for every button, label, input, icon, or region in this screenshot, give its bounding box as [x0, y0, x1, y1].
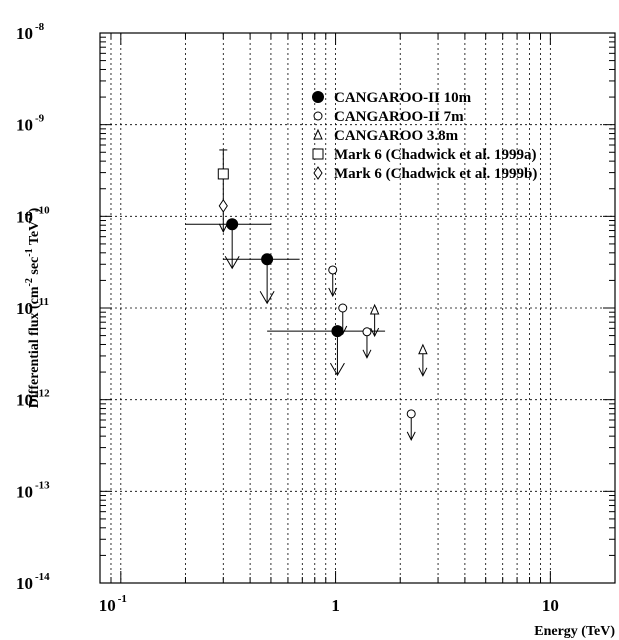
legend-label: CANGAROO-II 7m — [334, 109, 464, 125]
upper-limit-arrowhead — [338, 325, 348, 336]
data-point — [338, 303, 348, 336]
upper-limit-arrowhead — [259, 291, 275, 305]
filled-circle-marker — [331, 325, 344, 338]
legend-label: CANGAROO 3.8m — [334, 128, 459, 144]
legend-entry: Mark 6 (Chadwick et al. 1999b) — [313, 166, 537, 182]
open-circle-marker — [328, 265, 338, 275]
upper-limit-arrowhead — [329, 362, 345, 377]
y-tick-label: 10 -8 — [16, 21, 45, 43]
legend-entry: CANGAROO 3.8m — [313, 128, 459, 144]
upper-limit-arrowhead — [224, 255, 240, 270]
filled-circle-marker — [226, 218, 239, 231]
upper-limit-arrowhead — [406, 431, 416, 441]
legend-entry: CANGAROO-II 10m — [312, 90, 472, 106]
data-point — [217, 149, 229, 203]
filled-circle-marker — [261, 253, 274, 266]
y-tick-label: 10 -13 — [16, 479, 50, 501]
legend-label: Mark 6 (Chadwick et al. 1999a) — [334, 147, 537, 163]
legend: CANGAROO-II 10m CANGAROO-II 7m CANGAROO 3.… — [312, 90, 537, 182]
open-square-marker — [217, 168, 229, 180]
upper-limit-arrowhead — [218, 223, 228, 234]
data-point — [218, 198, 228, 234]
data-point — [369, 303, 380, 338]
upper-limit-arrowhead — [370, 327, 380, 338]
data-point — [406, 409, 416, 441]
y-tick-label: 10 -9 — [16, 113, 45, 135]
open-circle-marker — [338, 303, 348, 313]
data-point — [418, 343, 428, 377]
y-axis-title: Differential flux (cm-2 sec-1 TeV-1) — [24, 207, 42, 408]
upper-limit-arrowhead — [362, 349, 372, 359]
y-tick-label: 10 -10 — [16, 204, 50, 226]
open-triangle-marker — [369, 303, 380, 315]
axis-ticks — [99, 32, 616, 584]
y-tick-label: 10 -11 — [16, 296, 49, 318]
x-tick-label: 1 — [331, 596, 340, 615]
upper-limit-arrowhead — [418, 367, 428, 377]
legend-label: CANGAROO-II 10m — [334, 90, 472, 106]
filled-circle-marker — [312, 91, 324, 103]
data-point — [185, 218, 271, 270]
upper-limit-arrowhead — [328, 287, 338, 298]
data-point — [362, 327, 372, 359]
open-square-marker — [312, 148, 324, 160]
data-point — [328, 265, 338, 298]
legend-entry: CANGAROO-II 7m — [313, 109, 464, 125]
y-tick-label: 10 -12 — [16, 388, 50, 410]
data-markers — [185, 149, 428, 441]
open-triangle-marker — [313, 128, 323, 140]
x-tick-label: 10 — [542, 596, 559, 615]
legend-label: Mark 6 (Chadwick et al. 1999b) — [334, 166, 537, 182]
grid — [99, 33, 616, 583]
legend-entry: Mark 6 (Chadwick et al. 1999a) — [312, 147, 537, 163]
open-diamond-marker — [218, 198, 228, 213]
data-point — [223, 253, 300, 305]
x-axis-title: Energy (TeV) — [534, 624, 615, 639]
open-triangle-marker — [418, 343, 428, 355]
open-circle-marker — [313, 111, 323, 121]
y-tick-label: 10 -14 — [16, 571, 50, 593]
open-circle-marker — [362, 327, 372, 337]
open-circle-marker — [406, 409, 416, 419]
x-tick-label: 10 -1 — [99, 593, 127, 615]
open-diamond-marker — [313, 166, 323, 180]
